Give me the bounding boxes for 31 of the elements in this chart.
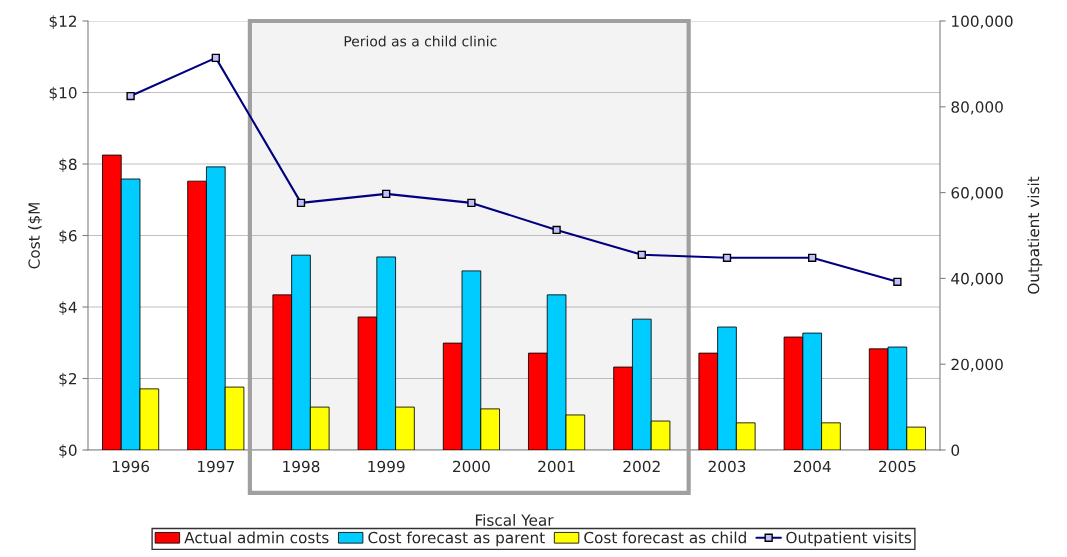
y2-tick-label: 20,000 (951, 358, 1003, 372)
y2-tick-label: 80,000 (951, 101, 1003, 115)
y-tick-label: $0 (59, 444, 77, 459)
y-tick-label: $8 (59, 158, 77, 173)
x-tick-label: 2001 (538, 460, 575, 473)
x-tick-label: 2000 (453, 460, 490, 473)
y-tick-label: $2 (59, 372, 77, 387)
y-tick-label: $6 (59, 229, 77, 244)
y2-axis-title: Outpatient visit (1027, 176, 1043, 294)
legend-label: Outpatient visits (786, 531, 912, 547)
y2-tick-label: 100,000 (952, 15, 1013, 29)
legend-label: Cost forecast as parent (368, 531, 545, 547)
x-tick-label: 1998 (283, 460, 320, 473)
y2-tick-label: 60,000 (951, 187, 1003, 201)
x-tick-label: 2004 (793, 460, 831, 473)
y-axis-title: Cost ($M (28, 203, 42, 269)
band-label: Period as a child clinic (344, 35, 497, 47)
legend-label: Actual admin costs (184, 531, 329, 544)
y-tick-label: $12 (49, 15, 77, 30)
y-tick-label: $10 (49, 86, 77, 101)
x-tick-label: 1996 (112, 460, 150, 473)
legend-label: Cost forecast as child (584, 531, 746, 544)
x-tick-label: 1997 (198, 460, 234, 473)
y2-tick-label: 0 (951, 444, 960, 457)
x-axis-title: Fiscal Year (475, 514, 554, 526)
x-tick-label: 2002 (623, 460, 660, 473)
y2-tick-label: 40,000 (951, 272, 1003, 286)
x-tick-label: 2003 (708, 460, 746, 473)
x-tick-label: 2005 (879, 460, 916, 473)
x-tick-label: 1999 (368, 460, 405, 473)
y-tick-label: $4 (59, 301, 77, 316)
